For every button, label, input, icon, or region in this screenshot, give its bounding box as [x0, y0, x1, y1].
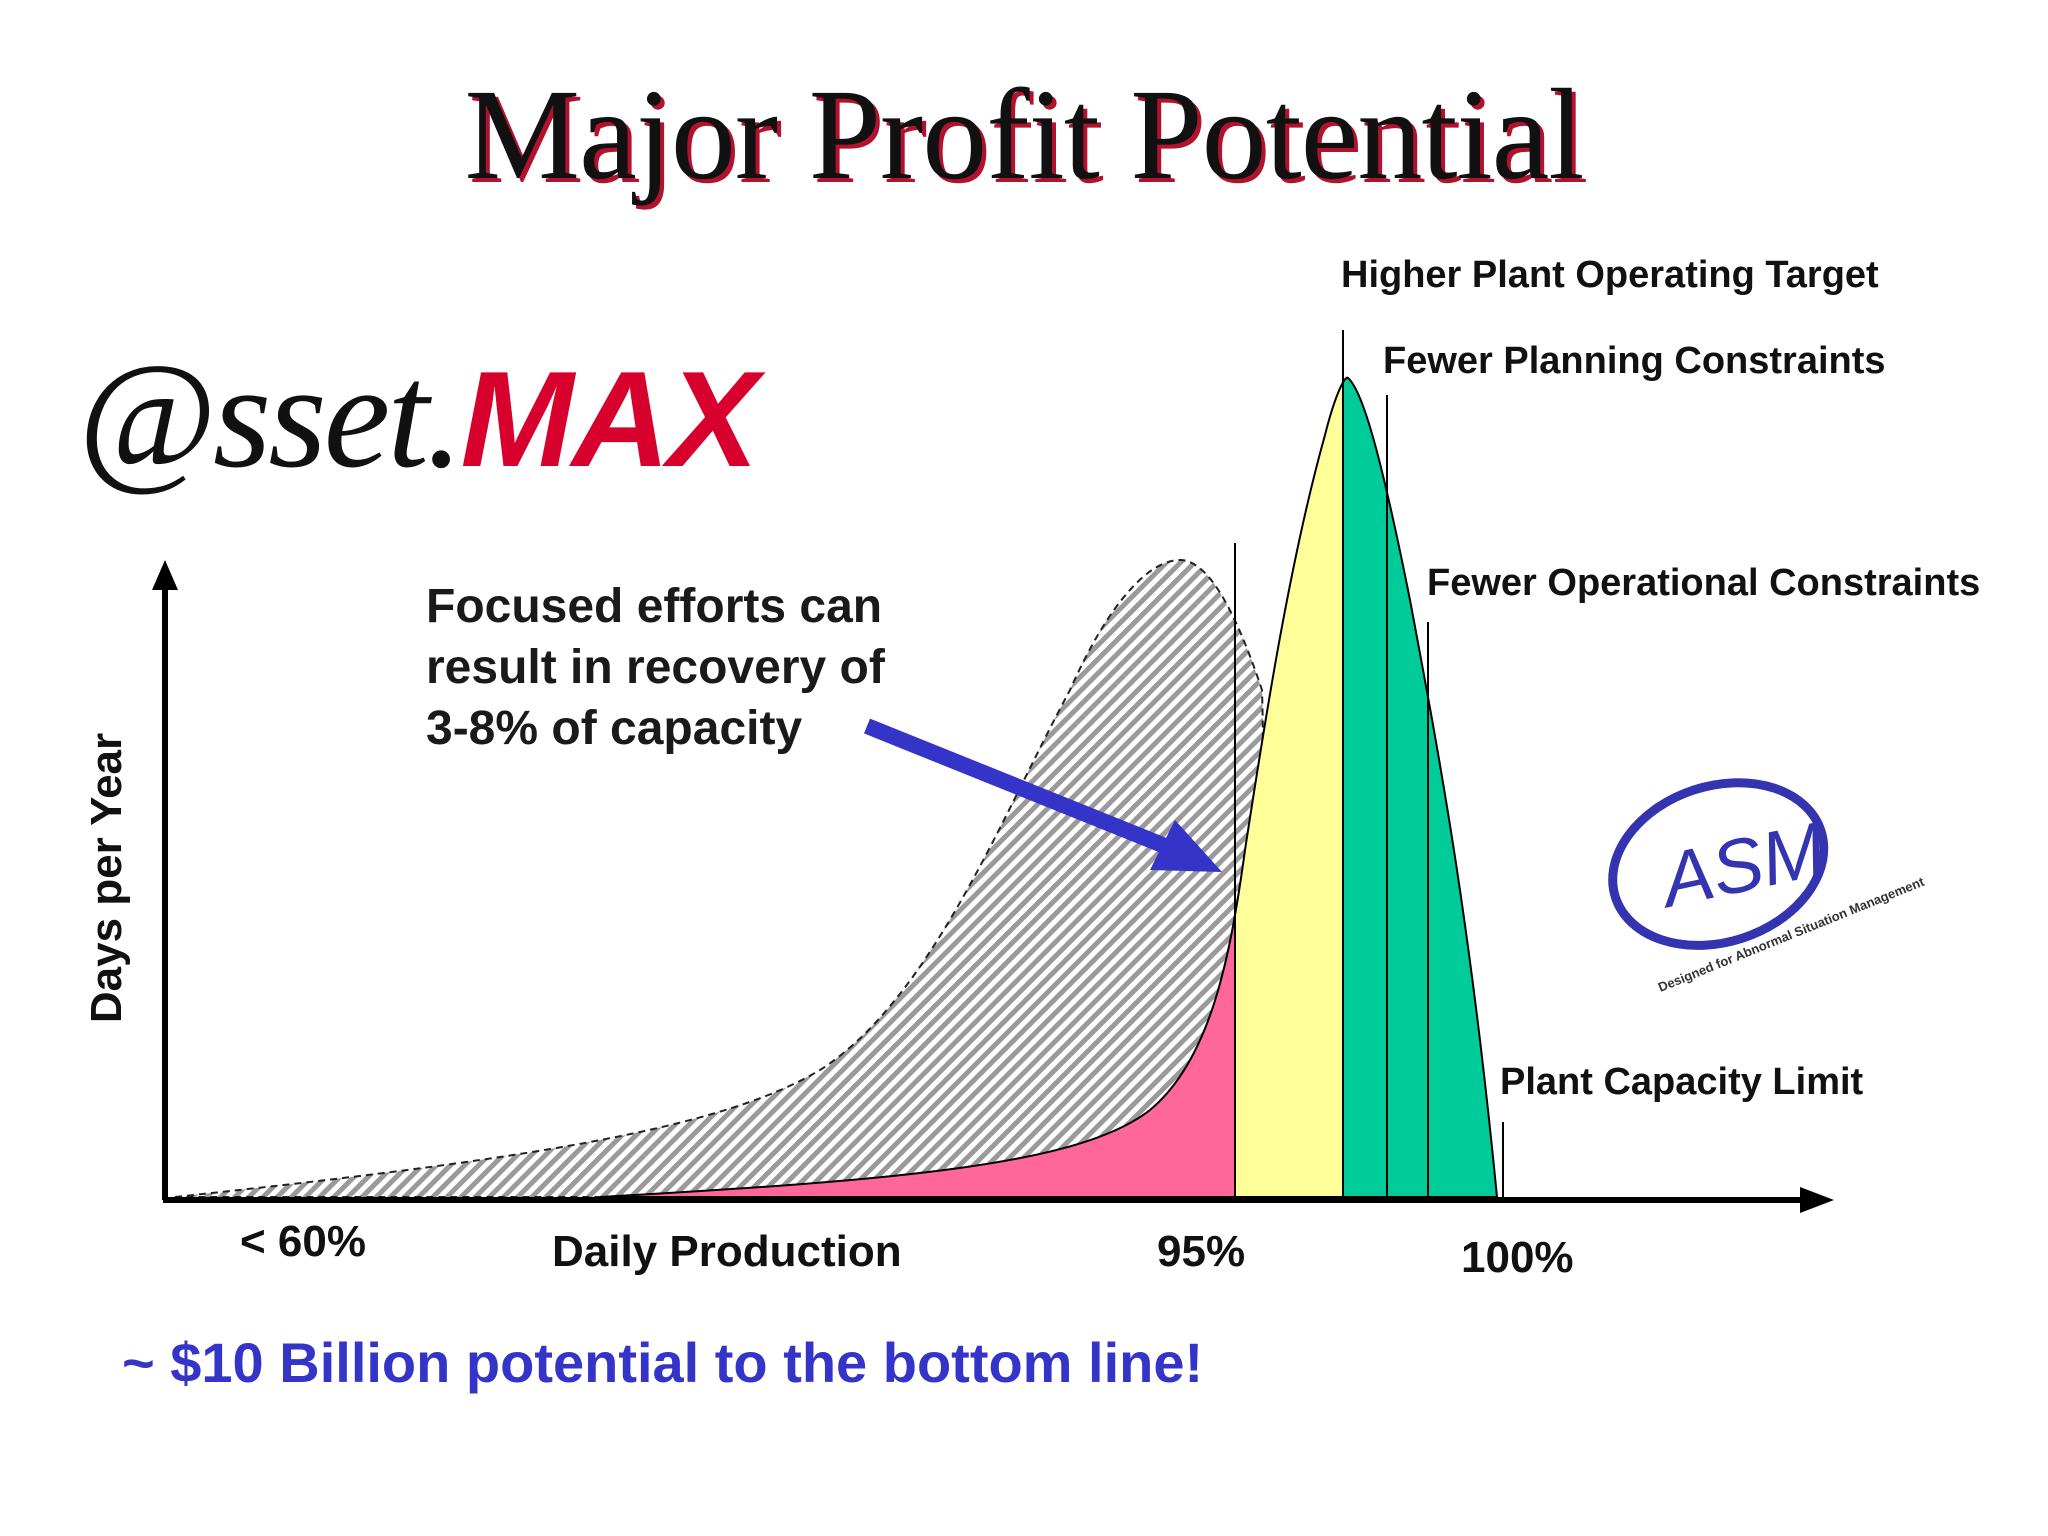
tick-label-60: < 60% — [240, 1217, 366, 1266]
annotation-operating-target: Higher Plant Operating Target — [1341, 254, 1879, 296]
axes — [152, 560, 1834, 1213]
callout-line-3: 3-8% of capacity — [426, 702, 803, 755]
tick-label-100: 100% — [1461, 1233, 1574, 1282]
x-axis-arrowhead — [1800, 1187, 1834, 1213]
solid-distribution — [599, 376, 1499, 1198]
callout-line-1: Focused efforts can — [426, 580, 883, 633]
tick-label-95: 95% — [1157, 1227, 1246, 1276]
annotation-operational: Fewer Operational Constraints — [1427, 562, 1981, 604]
bottom-line-text: ~ $10 Billion potential to the bottom li… — [122, 1331, 1204, 1394]
asm-ring — [1608, 778, 1829, 950]
asm-mark: ASM — [1650, 806, 1833, 924]
yellow-region — [1235, 380, 1343, 1198]
pink-region — [599, 909, 1235, 1198]
y-axis-arrowhead — [152, 560, 178, 590]
green-region — [1343, 376, 1499, 1198]
logo-max-text: MAX — [460, 343, 759, 495]
callout-text: Focused efforts can result in recovery o… — [426, 576, 946, 759]
marker-lines — [1234, 330, 1504, 1198]
x-axis-label: Daily Production — [552, 1227, 902, 1276]
asm-logo: ASM Designed for Abnormal Situation Mana… — [1608, 778, 1927, 995]
slide-title: Major Profit Potential — [464, 63, 1585, 207]
logo-asset-text: @sset. — [78, 333, 463, 499]
asset-max-logo: @sset.MAX — [78, 330, 759, 502]
annotation-capacity: Plant Capacity Limit — [1500, 1061, 1864, 1103]
annotation-planning: Fewer Planning Constraints — [1383, 340, 1886, 382]
y-axis-label: Days per Year — [82, 732, 131, 1024]
hatched-area — [174, 558, 1265, 1198]
callout-line-2: result in recovery of — [426, 641, 885, 694]
callout-arrow — [864, 718, 1222, 872]
